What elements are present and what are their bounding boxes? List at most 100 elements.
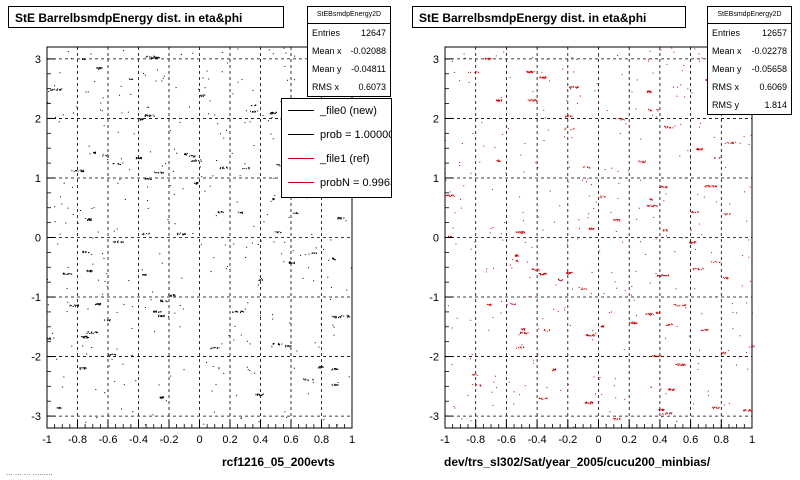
scatter-point bbox=[700, 148, 702, 150]
scatter-point bbox=[69, 304, 71, 306]
scatter-point bbox=[490, 304, 492, 306]
scatter-point bbox=[86, 335, 88, 337]
scatter-point bbox=[210, 348, 212, 350]
scatter-point bbox=[518, 346, 520, 348]
scatter-point bbox=[143, 274, 145, 276]
scatter-point bbox=[723, 351, 725, 353]
scatter-point bbox=[152, 114, 154, 116]
scatter-point bbox=[304, 378, 306, 380]
scatter-point bbox=[94, 304, 96, 306]
scatter-point bbox=[522, 232, 524, 234]
scatter-point bbox=[234, 311, 236, 313]
scatter-point bbox=[659, 354, 661, 356]
scatter-point bbox=[675, 288, 677, 290]
scatter-point bbox=[690, 229, 692, 231]
scatter-point bbox=[671, 389, 673, 391]
scatter-point bbox=[514, 255, 516, 257]
scatter-point bbox=[576, 86, 578, 88]
scatter-point bbox=[502, 239, 504, 241]
scatter-point bbox=[493, 381, 495, 383]
scatter-point bbox=[257, 243, 259, 245]
scatter-point bbox=[221, 71, 223, 73]
scatter-point bbox=[105, 155, 107, 157]
scatter-point bbox=[209, 100, 211, 102]
scatter-point bbox=[244, 163, 246, 165]
scatter-point bbox=[560, 280, 562, 282]
scatter-point bbox=[567, 181, 569, 183]
scatter-point bbox=[96, 303, 98, 305]
scatter-point bbox=[494, 147, 496, 149]
scatter-point bbox=[673, 389, 675, 391]
scatter-point bbox=[197, 182, 199, 184]
scatter-point bbox=[262, 393, 264, 395]
scatter-point bbox=[89, 269, 91, 271]
scatter-point bbox=[448, 236, 450, 238]
scatter-point bbox=[630, 294, 632, 296]
scatter-point bbox=[514, 255, 516, 257]
scatter-point bbox=[748, 256, 750, 258]
scatter-point bbox=[147, 207, 149, 209]
scatter-point bbox=[278, 231, 280, 233]
scatter-point bbox=[144, 424, 146, 426]
scatter-point bbox=[731, 142, 733, 144]
scatter-point bbox=[255, 104, 257, 106]
scatter-point bbox=[182, 233, 184, 235]
scatter-point bbox=[532, 91, 534, 93]
scatter-point bbox=[118, 163, 120, 165]
scatter-point bbox=[307, 379, 309, 381]
scatter-point bbox=[269, 113, 271, 115]
scatter-point bbox=[625, 123, 627, 125]
scatter-point bbox=[542, 77, 544, 79]
scatter-point bbox=[599, 250, 601, 252]
scatter-point bbox=[329, 298, 331, 300]
scatter-point bbox=[83, 250, 85, 252]
scatter-point bbox=[527, 261, 529, 263]
scatter-point bbox=[640, 161, 642, 163]
scatter-point bbox=[196, 182, 198, 184]
scatter-point bbox=[650, 199, 652, 201]
scatter-point bbox=[536, 150, 538, 152]
scatter-point bbox=[726, 213, 728, 215]
scatter-point bbox=[641, 161, 643, 163]
scatter-point bbox=[174, 295, 176, 297]
scatter-point bbox=[319, 366, 321, 368]
scatter-point bbox=[141, 234, 143, 236]
scatter-point bbox=[158, 56, 160, 58]
scatter-point bbox=[696, 268, 698, 270]
scatter-point bbox=[502, 133, 504, 135]
scatter-point bbox=[460, 207, 462, 209]
scatter-point bbox=[66, 287, 68, 289]
scatter-point bbox=[236, 394, 238, 396]
scatter-point bbox=[726, 276, 728, 278]
scatter-point bbox=[341, 315, 343, 317]
scatter-point bbox=[588, 166, 590, 168]
y-tick-label: 1 bbox=[433, 173, 439, 185]
scatter-point bbox=[243, 311, 245, 313]
scatter-point bbox=[157, 172, 159, 174]
x-tick-label: -0.8 bbox=[466, 434, 485, 446]
scatter-point bbox=[242, 311, 244, 313]
scatter-point bbox=[546, 59, 548, 61]
scatter-point bbox=[657, 110, 659, 112]
scatter-point bbox=[544, 77, 546, 79]
scatter-point bbox=[67, 51, 69, 53]
scatter-point bbox=[543, 77, 545, 79]
scatter-point bbox=[694, 249, 696, 251]
scatter-point bbox=[334, 383, 336, 385]
scatter-point bbox=[448, 194, 450, 196]
scatter-point bbox=[184, 233, 186, 235]
scatter-point bbox=[564, 128, 566, 130]
scatter-point bbox=[338, 316, 340, 318]
x-tick-label: 0 bbox=[196, 434, 202, 446]
scatter-point bbox=[302, 277, 304, 279]
scatter-point bbox=[573, 71, 575, 73]
scatter-point bbox=[486, 268, 488, 270]
scatter-point bbox=[260, 315, 262, 317]
scatter-point bbox=[272, 343, 274, 345]
scatter-point bbox=[670, 389, 672, 391]
scatter-point bbox=[155, 57, 157, 59]
scatter-point bbox=[635, 314, 637, 316]
scatter-point bbox=[338, 218, 340, 220]
scatter-point bbox=[337, 424, 339, 426]
right-plot-title: StE BarrelbsmdpEnergy dist. in eta&phi bbox=[412, 6, 686, 28]
